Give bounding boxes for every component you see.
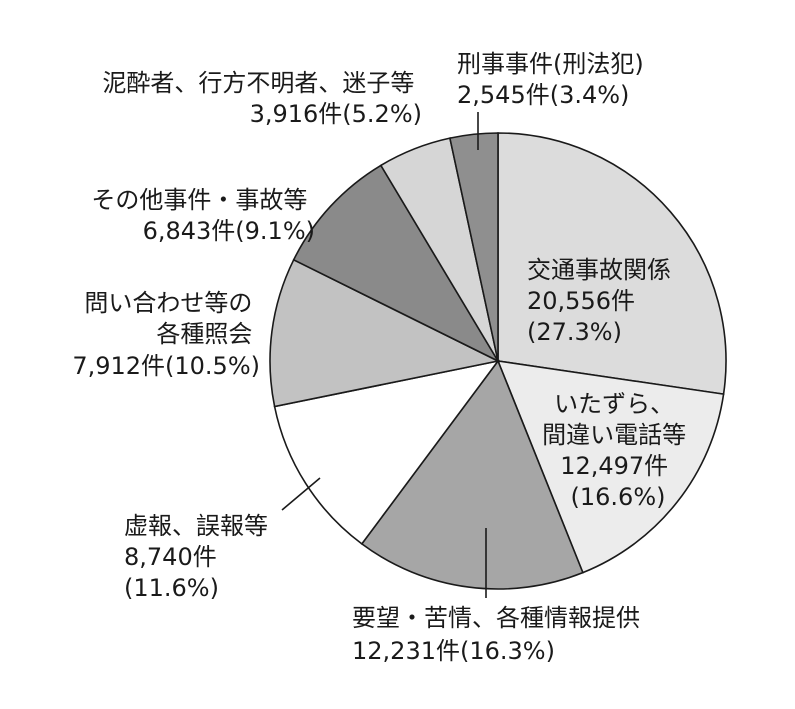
pie-slice-5 — [292, 164, 501, 363]
slice-label-prank: いたずら、 間違い電話等 12,497件 (16.6%) — [542, 390, 694, 511]
slice-label-line: 2,545件(3.4%) — [457, 81, 629, 109]
slice-label-line: (27.3%) — [527, 318, 622, 346]
slice-label-line: 3,916件(5.2%) — [250, 100, 422, 128]
slice-label-line: 12,231件(16.3%) — [352, 637, 555, 665]
pie-slice-3 — [273, 359, 500, 545]
slice-label-line: 8,740件 — [124, 543, 217, 571]
pie-slice-2 — [360, 359, 584, 590]
slice-label-false-report: 虚報、誤報等 8,740件 (11.6%) — [124, 512, 276, 602]
slice-label-request: 要望・苦情、各種情報提供 12,231件(16.3%) — [352, 604, 648, 665]
slice-label-line: 泥酔者、行方不明者、迷子等 — [102, 69, 414, 97]
slice-label-line: 交通事故関係 — [527, 256, 671, 284]
slice-label-other: その他事件・事故等 6,843件(9.1%) — [91, 186, 315, 245]
slice-label-line: (11.6%) — [124, 574, 219, 602]
pie-slice-1 — [496, 360, 725, 574]
slice-label-line: 7,912件(10.5%) — [72, 352, 260, 380]
slice-label-line: 要望・苦情、各種情報提供 — [352, 604, 640, 632]
slice-label-line: 間違い電話等 — [542, 421, 686, 449]
slice-label-line: その他事件・事故等 — [91, 186, 307, 214]
slice-label-line: 12,497件 — [560, 452, 668, 480]
slice-label-line: 各種照会 — [156, 320, 252, 348]
slice-label-line: 刑事事件(刑法犯) — [457, 50, 644, 78]
slice-label-inquiry: 問い合わせ等の 各種照会 7,912件(10.5%) — [72, 289, 260, 380]
slice-label-line: 虚報、誤報等 — [124, 512, 268, 540]
pie-slice-4 — [269, 258, 501, 408]
slice-label-criminal: 刑事事件(刑法犯) 2,545件(3.4%) — [457, 50, 651, 109]
pie-slice-7 — [448, 132, 499, 362]
slice-label-line: (16.6%) — [571, 483, 666, 511]
leader-lines — [281, 112, 487, 598]
slice-label-line: 問い合わせ等の — [84, 289, 252, 317]
slice-label-drunk-missing: 泥酔者、行方不明者、迷子等 3,916件(5.2%) — [102, 69, 422, 128]
slice-label-line: 6,843件(9.1%) — [143, 217, 315, 245]
slice-label-line: 20,556件 — [527, 287, 635, 315]
slice-label-traffic: 交通事故関係 20,556件 (27.3%) — [527, 256, 679, 346]
pie-slices — [269, 132, 727, 590]
pie-slice-0 — [497, 132, 727, 396]
leader-line-false-report — [281, 477, 321, 511]
slice-label-line: いたずら、 — [554, 390, 674, 418]
